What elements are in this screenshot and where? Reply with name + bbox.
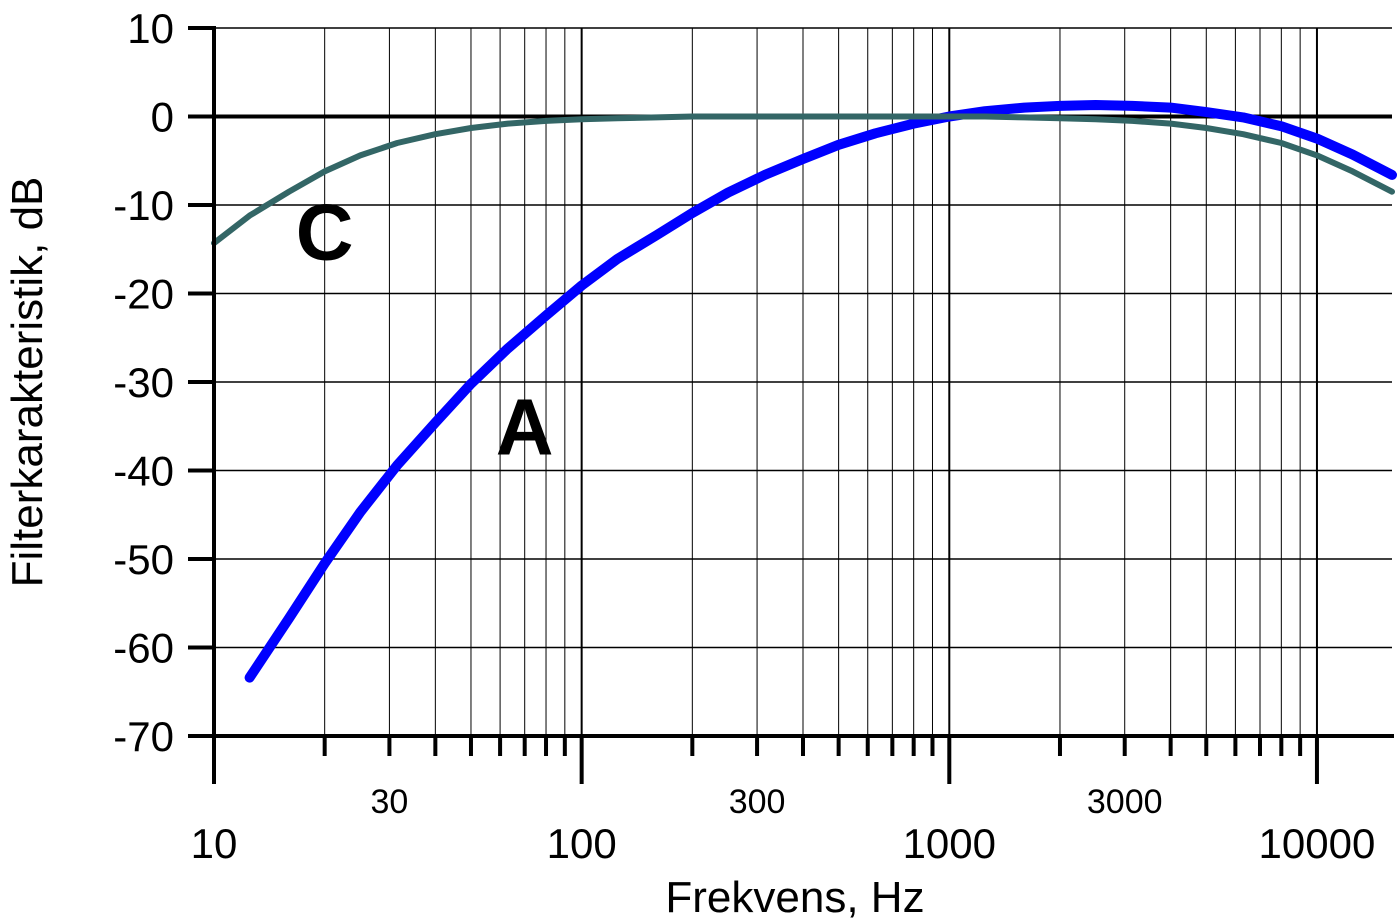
- series-lines: [211, 100, 1397, 683]
- x-major-tick-label: 10: [191, 820, 238, 867]
- series-line-c: [211, 113, 1395, 247]
- axis-ticks: [188, 26, 1319, 784]
- y-tick-label: -20: [113, 271, 174, 318]
- x-minor-tick-label: 3000: [1087, 783, 1163, 821]
- y-tick-label: 0: [151, 94, 174, 141]
- y-tick-labels: 10 0 -10 -20 -30 -40 -50 -60 -70: [113, 5, 174, 760]
- y-tick-label: -60: [113, 625, 174, 672]
- curve-annotations: CA: [296, 188, 554, 472]
- y-tick-label: -70: [113, 713, 174, 760]
- x-minor-tick-label: 300: [729, 783, 786, 821]
- x-major-tick-label: 1000: [903, 820, 996, 867]
- series-line-a: [244, 100, 1397, 683]
- x-minor-tick-label: 30: [371, 783, 409, 821]
- curve-label-a: A: [496, 382, 554, 471]
- y-tick-label: 10: [127, 5, 174, 52]
- y-tick-label: -10: [113, 182, 174, 229]
- curve-label-c: C: [296, 188, 354, 277]
- x-major-tick-label: 10000: [1259, 820, 1376, 867]
- x-tick-labels: 10 100 1000 10000 30 300 3000: [191, 783, 1376, 867]
- y-axis-title: Filterkarakteristik, dB: [3, 177, 52, 588]
- x-major-tick-label: 100: [547, 820, 617, 867]
- y-tick-label: -50: [113, 536, 174, 583]
- y-tick-label: -30: [113, 359, 174, 406]
- y-tick-label: -40: [113, 448, 174, 495]
- x-axis-title: Frekvens, Hz: [665, 873, 924, 922]
